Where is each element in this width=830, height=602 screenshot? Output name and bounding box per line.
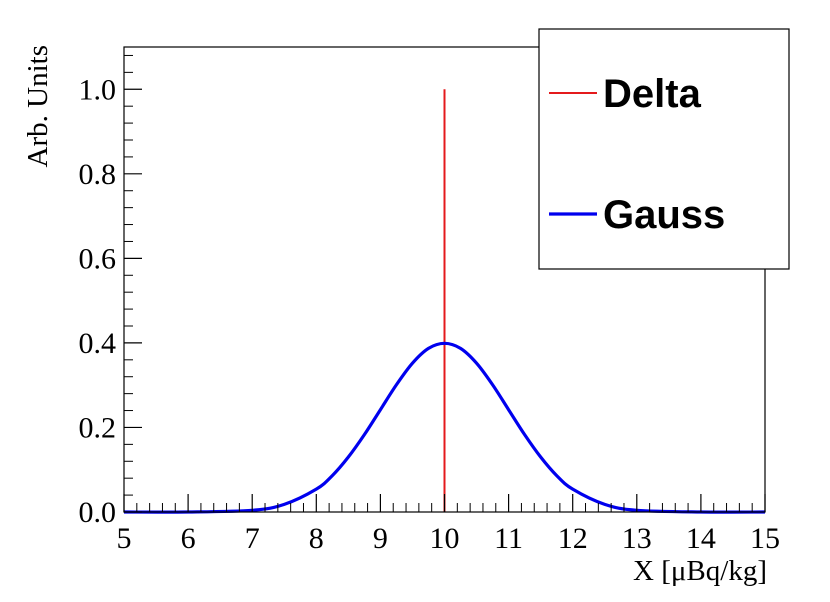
legend: Delta Gauss xyxy=(538,28,790,270)
y-tick-label: 0.2 xyxy=(79,411,117,444)
y-tick-label: 0.6 xyxy=(79,242,117,275)
y-tick-label: 0.4 xyxy=(79,327,117,360)
y-tick-label: 1.0 xyxy=(79,73,117,106)
x-tick-label: 7 xyxy=(245,522,260,555)
x-tick-label: 11 xyxy=(494,522,523,555)
legend-box xyxy=(538,28,790,270)
y-tick-label: 0.0 xyxy=(79,496,117,529)
x-tick-label: 6 xyxy=(181,522,196,555)
x-tick-label: 12 xyxy=(558,522,588,555)
y-axis-title: Arb. Units xyxy=(22,45,54,167)
x-tick-label: 10 xyxy=(430,522,460,555)
x-tick-label: 8 xyxy=(309,522,324,555)
legend-delta-label: Delta xyxy=(603,72,702,116)
x-tick-label: 13 xyxy=(622,522,652,555)
legend-gauss-label: Gauss xyxy=(603,193,725,237)
x-tick-label: 5 xyxy=(117,522,132,555)
plot-area xyxy=(123,89,766,514)
x-tick-label: 15 xyxy=(750,522,780,555)
axes: 5 6 7 8 9 10 11 12 13 14 15 0.0 0.2 0.4 0.6 0.8 1.0 xyxy=(79,46,780,555)
x-axis-title: X [μBq/kg] xyxy=(633,555,767,587)
x-tick-label: 14 xyxy=(686,522,716,555)
y-tick-label: 0.8 xyxy=(79,158,117,191)
x-tick-label: 9 xyxy=(373,522,388,555)
series-gauss-curve xyxy=(123,341,766,514)
